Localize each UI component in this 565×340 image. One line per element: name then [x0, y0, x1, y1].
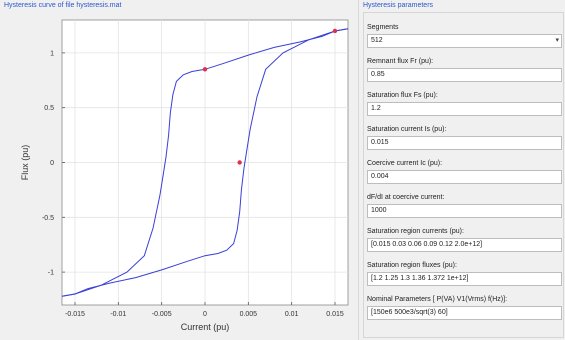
param-label-8: Nominal Parameters [ P(VA) V1(Vrms) f(Hz… — [367, 296, 508, 303]
param-input-3[interactable]: 0.015 — [367, 136, 562, 150]
hysteresis-parameters-panel: Hysteresis parameters Segments 512 ▾ Remnan… — [358, 0, 565, 340]
segments-select[interactable]: 512 ▾ — [367, 34, 562, 48]
param-input-2[interactable]: 1.2 — [367, 102, 562, 116]
param-label-1: Remnant flux Fr (pu): — [367, 58, 434, 65]
param-input-8[interactable]: [150e6 500e3/sqrt(3) 60] — [367, 306, 562, 320]
param-label-7: Saturation region fluxes (pu): — [367, 262, 457, 269]
hysteresis-chart: -0.015 -0.01 -0.005 0 0.005 0.01 0.015 -1 -0.5 0 0… — [20, 19, 349, 332]
x-tick-label-1: -0.01 — [110, 311, 126, 318]
chevron-down-icon[interactable]: ▾ — [555, 37, 559, 44]
x-tick-label-4: 0.005 — [240, 311, 258, 318]
curve-marker-2 — [332, 28, 338, 34]
parameters-panel-title: Hysteresis parameters — [363, 2, 434, 9]
y-tick-label-4: 1 — [50, 50, 54, 57]
param-value-5: 1000 — [371, 207, 387, 214]
param-label-2: Saturation flux Fs (pu): — [367, 92, 438, 99]
param-value-7: [1.2 1.25 1.3 1.36 1.372 1e+12] — [371, 275, 469, 282]
x-tick-label-6: 0.015 — [326, 311, 344, 318]
param-value-4: 0.004 — [371, 173, 389, 180]
plot-panel-title: Hysteresis curve of file hysteresis.mat — [4, 2, 122, 9]
hysteresis-plot-panel: Hysteresis curve of file hysteresis.mat … — [4, 2, 349, 332]
hysteresis-branch-0 — [61, 28, 349, 297]
param-value-0: 512 — [371, 37, 383, 44]
param-input-7[interactable]: [1.2 1.25 1.3 1.36 1.372 1e+12] — [367, 272, 562, 286]
y-tick-label-2: 0 — [50, 160, 54, 167]
y-axis-label: Flux (pu) — [20, 145, 30, 181]
curve-marker-1 — [237, 160, 242, 165]
param-label-3: Saturation current Is (pu): — [367, 126, 447, 133]
y-tick-label-3: 0.5 — [44, 105, 54, 112]
y-tick-label-0: -1 — [48, 270, 54, 277]
param-value-3: 0.015 — [371, 139, 389, 146]
param-value-2: 1.2 — [371, 105, 381, 112]
parameters-group-box — [363, 12, 564, 338]
x-tick-label-5: 0.01 — [285, 311, 299, 318]
x-tick-label-2: -0.005 — [152, 311, 172, 318]
x-tick-label-0: -0.015 — [65, 311, 85, 318]
param-label-0: Segments — [367, 24, 399, 31]
param-label-4: Coercive current Ic (pu): — [367, 160, 443, 167]
x-tick-label-3: 0 — [203, 311, 207, 318]
param-value-6: [0.015 0.03 0.06 0.09 0.12 2.0e+12] — [371, 241, 483, 248]
x-axis-label: Current (pu) — [181, 322, 230, 332]
param-input-4[interactable]: 0.004 — [367, 170, 562, 184]
param-input-5[interactable]: 1000 — [367, 204, 562, 218]
param-input-1[interactable]: 0.85 — [367, 68, 562, 82]
param-label-5: dF/dI at coercive current: — [367, 194, 445, 201]
y-tick-label-1: -0.5 — [42, 215, 54, 222]
param-value-8: [150e6 500e3/sqrt(3) 60] — [371, 309, 448, 316]
param-input-6[interactable]: [0.015 0.03 0.06 0.09 0.12 2.0e+12] — [367, 238, 562, 252]
curve-marker-0 — [202, 67, 208, 72]
hysteresis-branch-1 — [61, 28, 349, 297]
param-label-6: Saturation region currents (pu): — [367, 228, 464, 235]
param-value-1: 0.85 — [371, 71, 385, 78]
